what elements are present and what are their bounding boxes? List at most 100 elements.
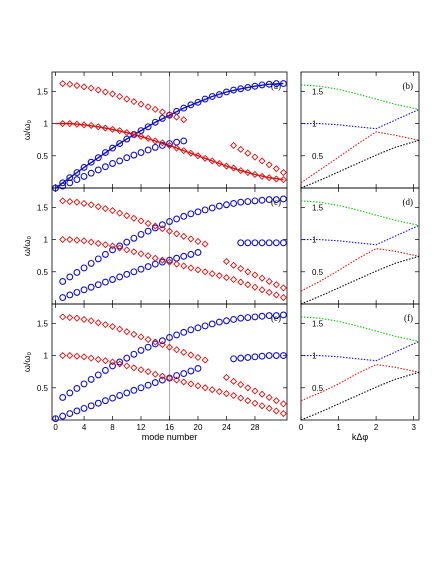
panel-e-point	[223, 317, 230, 325]
panel-a-point	[258, 81, 266, 89]
panel-e-point	[230, 355, 238, 363]
panel-a-point	[237, 167, 245, 175]
panel-f-branch-0	[300, 316, 420, 342]
panel-a-point	[194, 152, 202, 160]
panel-a-point	[208, 93, 216, 100]
panel-c-point	[180, 212, 188, 220]
panel-d-branch-2	[300, 248, 420, 292]
panel-c-point	[279, 284, 287, 292]
panel-a-point	[173, 113, 181, 121]
panel-f-xtick-label: 1	[336, 423, 341, 432]
panel-c-point	[66, 273, 74, 281]
panel-c-point	[80, 237, 88, 245]
panel-e-point	[59, 352, 67, 360]
panel-c-point	[101, 278, 109, 286]
panel-a-point	[165, 141, 174, 150]
panel-e-point	[137, 333, 145, 341]
panel-e-point	[66, 352, 74, 360]
panel-e-point	[94, 399, 102, 407]
panel-e-point	[194, 382, 202, 390]
panel-c-point	[130, 248, 138, 256]
panel-c-point	[208, 270, 216, 278]
panel-c-point	[258, 286, 266, 294]
panel-a-point	[187, 149, 195, 157]
panel-c-point	[279, 239, 287, 247]
panel-e-point	[166, 334, 173, 341]
panel-a-point	[201, 154, 209, 162]
panel-c-point	[137, 250, 145, 258]
panel-c-point	[244, 239, 252, 247]
panel-a-point	[108, 125, 117, 133]
panel-e-point	[215, 388, 223, 396]
panel-e-point	[272, 312, 280, 320]
panel-d-branch-0	[300, 200, 420, 226]
panel-c-point	[194, 208, 202, 216]
panel-d-branch-3	[300, 255, 420, 305]
panel-c-ylabel: ω/ω₀	[22, 236, 32, 257]
panel-c-point	[80, 199, 88, 208]
panel-f-branch-2	[300, 364, 420, 402]
panel-e-point	[251, 399, 259, 407]
panel-e-point	[272, 397, 280, 405]
panel-e-point	[230, 391, 238, 400]
panel-a-point	[251, 170, 259, 179]
panel-f-tag: (f)	[404, 313, 413, 323]
panel-a-point	[94, 86, 102, 94]
panel-a-point	[215, 91, 223, 99]
panel-a-point	[158, 142, 166, 149]
panel-c-point	[123, 270, 131, 278]
panel-e-xtick-label: 20	[194, 423, 203, 432]
panel-e-point	[180, 370, 188, 378]
panel-d-ytick-label: 0.5	[312, 268, 324, 277]
panel-e-point	[80, 380, 88, 388]
panel-e-point	[108, 323, 117, 331]
panel-a-point	[151, 137, 159, 145]
panel-e-point	[130, 386, 138, 394]
panel-e-point	[265, 352, 273, 360]
panel-c-point	[222, 274, 231, 282]
panel-c-point	[272, 196, 280, 204]
panel-c-point	[180, 232, 188, 240]
panel-a-point	[144, 123, 152, 131]
panel-e-point	[251, 313, 259, 321]
panel-a-point	[144, 134, 152, 142]
panel-e-point	[151, 338, 159, 346]
panel-e-point	[73, 407, 81, 415]
panel-c-point	[151, 254, 159, 262]
panel-c-point	[244, 198, 252, 205]
panel-e-xtick-label: 8	[110, 423, 115, 432]
panel-a-point	[59, 80, 67, 88]
panel-c-ytick-label: 1.5	[37, 203, 49, 212]
panel-e-point	[244, 314, 252, 321]
panel-c-point	[194, 237, 202, 246]
panel-c-point	[165, 227, 174, 235]
panel-d: 0.511.5(d)	[300, 187, 420, 305]
panel-e-point	[101, 321, 109, 329]
panel-e-point	[187, 380, 195, 388]
panel-a-point	[66, 80, 74, 88]
panel-e-point	[94, 319, 102, 327]
panel-c-point	[208, 204, 216, 212]
panel-a: 0.5 1 1.5 (a) ω/ω₀	[22, 71, 288, 192]
panel-c-point	[108, 207, 117, 215]
panel-a-point	[80, 83, 88, 91]
panel-a-point	[251, 82, 259, 90]
panel-e-point	[73, 384, 81, 392]
panel-c-point	[151, 260, 159, 268]
panel-a-tag: (a)	[271, 81, 281, 91]
panel-f-ytick-label: 0.5	[312, 384, 324, 393]
panel-c-point	[123, 212, 131, 220]
panel-a-point	[279, 80, 287, 88]
panel-a-point	[59, 179, 67, 187]
panel-a-point	[279, 176, 287, 184]
panel-e-point	[80, 404, 88, 412]
panel-a-point	[94, 123, 102, 131]
panel-e-point	[144, 368, 152, 376]
panel-c-point	[237, 265, 245, 273]
panel-e-point	[258, 390, 266, 398]
panel-c-point	[116, 273, 124, 281]
panel-e-point	[194, 364, 202, 372]
panel-a-point	[87, 121, 95, 130]
panel-e-point	[130, 350, 138, 358]
panel-a-point	[101, 163, 109, 171]
